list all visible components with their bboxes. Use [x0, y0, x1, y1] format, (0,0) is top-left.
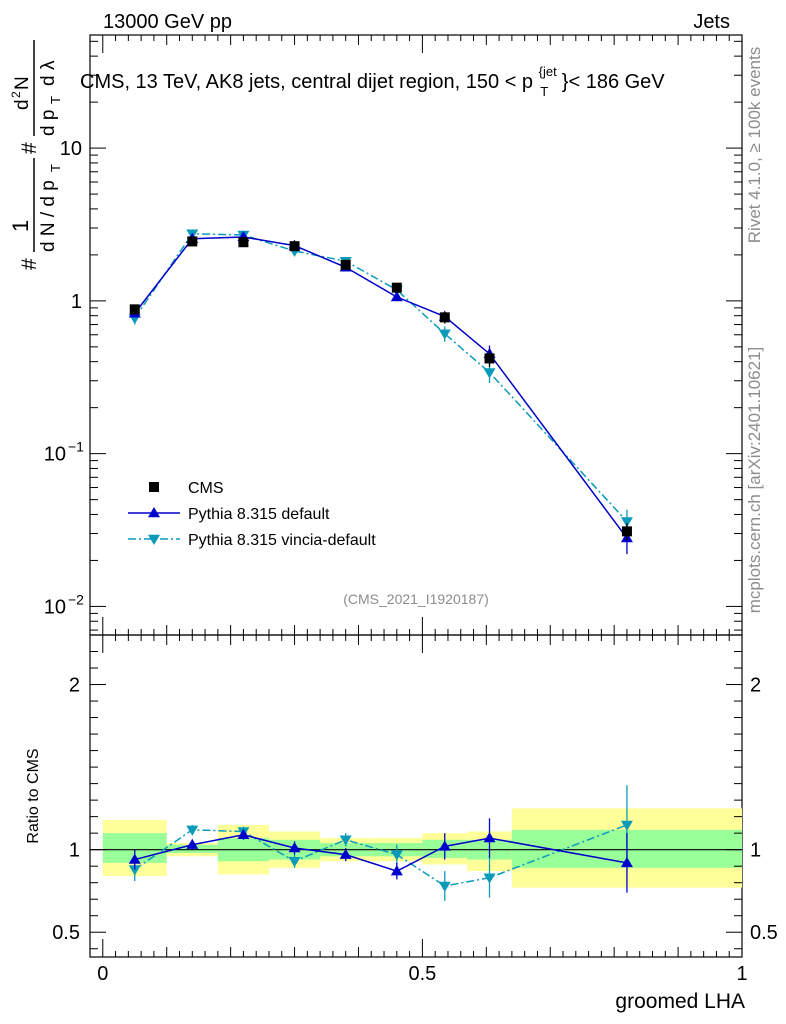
ratio-ytick-label-right: 2: [750, 675, 761, 697]
data-point: [128, 865, 141, 876]
data-point: [289, 241, 300, 252]
data-point: [484, 353, 495, 364]
ratio-ylabel: Ratio to CMS: [25, 748, 42, 843]
mcplots-label: mcplots.cern.ch [arXiv:2401.10621]: [745, 347, 764, 613]
svg-text:N: N: [12, 76, 33, 90]
series-cms: [129, 236, 632, 541]
data-point: [148, 534, 160, 545]
ratio-ytick-label-right: 1: [750, 840, 761, 862]
legend-entry: Pythia 8.315 default: [188, 506, 330, 523]
series-line: [134, 233, 628, 522]
xtick-label: 0.5: [408, 963, 436, 985]
data-point: [438, 329, 451, 340]
svg-text:d N / d p: d N / d p: [38, 180, 59, 252]
svg-text:T: T: [48, 164, 63, 172]
xtick-label: 1: [736, 963, 747, 985]
data-point: [620, 517, 633, 528]
data-point: [288, 842, 301, 853]
data-point: [148, 507, 160, 518]
series-pythia-8-315-default: [128, 818, 633, 893]
data-point: [186, 838, 199, 849]
svg-text:2: 2: [9, 91, 23, 98]
data-point: [439, 312, 450, 323]
data-point: [288, 857, 301, 868]
ratio-ytick-label-left: 2: [69, 675, 80, 697]
ratio-frame: [89, 634, 743, 958]
main-series: [128, 229, 633, 555]
data-point: [620, 820, 633, 831]
data-point: [483, 832, 496, 843]
svg-text:d: d: [38, 75, 59, 86]
data-point: [438, 881, 451, 892]
svg-text:d p: d p: [38, 110, 59, 136]
svg-text:#: #: [18, 258, 41, 270]
data-point: [238, 237, 249, 248]
data-point: [339, 848, 352, 859]
svg-text:#: #: [18, 142, 41, 154]
chart-title-end: }< 186 GeV: [562, 71, 666, 93]
ratio-ytick-label-left: 1: [69, 840, 80, 862]
legend: CMS Pythia 8.315 default Pythia 8.315 vinc…: [128, 480, 376, 549]
svg-text:T: T: [48, 96, 63, 104]
chart-title-sup: {jet: [539, 64, 557, 79]
svg-text:λ: λ: [38, 60, 59, 70]
main-ytick-label: 10: [44, 596, 66, 618]
data-point: [390, 291, 403, 302]
xtick-label: 0: [97, 963, 108, 985]
chart-title-sub: T: [540, 84, 548, 99]
data-point: [187, 236, 198, 247]
ratio-ytick-label-right: 0.5: [750, 922, 778, 944]
chart-title-main: CMS, 13 TeV, AK8 jets, central dijet reg…: [80, 71, 533, 93]
main-ytick-exp: −1: [68, 439, 84, 455]
data-point: [237, 828, 250, 840]
main-ytick-label: 10: [60, 138, 82, 160]
rivet-label: Rivet 4.1.0, ≥ 100k events: [745, 47, 764, 243]
data-point: [390, 865, 403, 876]
header-right: Jets: [693, 11, 730, 33]
ratio-ytick-label-left: 0.5: [52, 922, 80, 944]
data-point: [390, 850, 403, 861]
data-point: [483, 873, 496, 884]
legend-entry: CMS: [188, 480, 224, 497]
data-point: [129, 304, 140, 315]
x-axis-label: groomed LHA: [615, 990, 745, 1013]
data-point: [340, 259, 351, 270]
data-point: [391, 282, 402, 293]
main-ytick-exp: −2: [68, 591, 84, 607]
data-point: [483, 368, 496, 379]
svg-text:d: d: [12, 99, 33, 110]
data-point: [438, 840, 451, 851]
main-ylabel: # 1 d N / d p T # d 2 N d p T d λ: [8, 40, 63, 270]
ratio-series: [128, 785, 633, 901]
data-point: [186, 825, 199, 836]
main-ytick-label: 10: [44, 444, 66, 466]
header-left: 13000 GeV pp: [103, 11, 232, 33]
chart-title: CMS, 13 TeV, AK8 jets, central dijet reg…: [80, 59, 665, 101]
data-point: [621, 526, 632, 537]
ratio-ticks: 0.5 0.51 12 20 0.5 1: [52, 635, 778, 985]
analysis-watermark: (CMS_2021_I1920187): [343, 591, 489, 607]
legend-entry: Pythia 8.315 vincia-default: [188, 532, 376, 549]
data-point: [149, 482, 159, 492]
main-ytick-label: 1: [71, 291, 82, 313]
svg-text:1: 1: [8, 220, 33, 232]
data-point: [339, 835, 352, 846]
data-point: [620, 856, 633, 868]
data-point: [128, 853, 141, 864]
